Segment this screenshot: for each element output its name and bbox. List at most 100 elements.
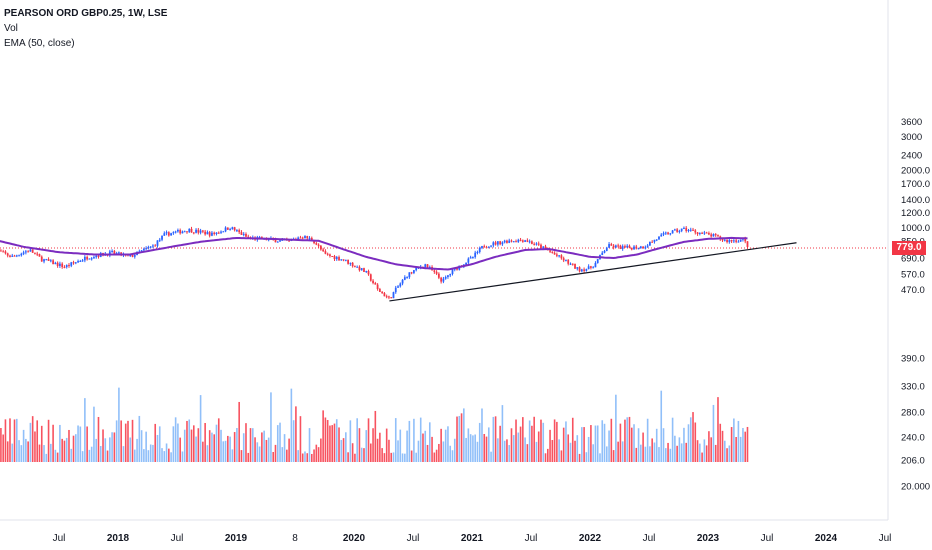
legend-ema[interactable]: EMA (50, close)	[4, 38, 75, 49]
volume-bar	[714, 444, 717, 462]
volume-bar	[195, 436, 197, 462]
volume-bar	[406, 430, 408, 462]
candle-body	[560, 255, 563, 259]
candle-body	[517, 239, 520, 242]
volume-bar	[45, 453, 48, 462]
candle-body	[433, 270, 436, 272]
candle-body	[662, 233, 665, 235]
candle-body	[714, 234, 717, 236]
candle-body	[444, 276, 447, 279]
candle-body	[608, 244, 610, 248]
time-tick-label: 2023	[697, 533, 720, 544]
volume-bar	[351, 443, 354, 462]
candle-body	[324, 251, 327, 254]
candle-body	[512, 241, 515, 243]
volume-bar	[628, 416, 631, 462]
volume-bar	[276, 425, 279, 462]
candles	[0, 226, 749, 300]
candle-body	[678, 230, 681, 232]
candle-body	[224, 227, 227, 232]
candle-body	[354, 266, 356, 268]
volume-bar	[199, 395, 202, 462]
volume-bar	[512, 435, 515, 462]
candle-body	[392, 292, 395, 299]
candle-body	[31, 249, 34, 253]
time-tick-label: 2022	[579, 533, 602, 544]
volume-bar	[497, 438, 499, 462]
volume-bar	[385, 428, 388, 462]
volume-bar	[474, 434, 476, 462]
candle-body	[646, 245, 649, 247]
price-tick-label: 1700.0	[901, 179, 930, 190]
candle-body	[744, 238, 747, 242]
candle-body	[349, 262, 352, 264]
candle-body	[469, 257, 472, 259]
candle-body	[385, 296, 388, 298]
volume-bar	[608, 430, 610, 462]
candle-body	[199, 230, 202, 233]
volume-bar	[674, 435, 676, 462]
volume-bar	[574, 440, 576, 462]
volume-bar	[683, 427, 685, 462]
volume-bar	[68, 429, 70, 462]
candle-body	[9, 255, 11, 257]
candle-body	[6, 253, 9, 256]
candle-body	[671, 230, 674, 234]
candle-body	[496, 241, 499, 245]
volume-bar	[109, 437, 111, 462]
volume-bar	[90, 446, 93, 462]
volume-bar	[644, 446, 647, 462]
volume-bar	[29, 422, 32, 462]
volume-bar	[581, 427, 583, 462]
trend-line[interactable]	[389, 242, 797, 302]
candle-body	[65, 265, 68, 268]
volume-bar	[227, 435, 229, 462]
price-tick-label: 390.0	[901, 354, 925, 365]
volume-bar	[710, 437, 712, 462]
candle-body	[506, 240, 508, 243]
candle-body	[605, 247, 608, 251]
volume-bar	[699, 443, 701, 462]
candle-body	[528, 241, 531, 243]
candle-body	[222, 231, 225, 233]
volume-bar	[508, 445, 511, 462]
volume-bar	[637, 428, 640, 462]
volume-bar	[342, 438, 345, 462]
price-tick-label: 470.0	[901, 285, 925, 296]
candle-body	[163, 233, 166, 236]
time-axis[interactable]: Jul 2018 Jul 2019 8 2020 Jul 2021 Jul 2022 Jul 2023…	[53, 533, 892, 544]
volume-bar	[503, 440, 506, 462]
volume-bar	[283, 434, 286, 462]
volume-bar	[708, 431, 710, 462]
volume-bar	[349, 420, 352, 462]
volume-bar	[124, 423, 127, 462]
volume-bar	[120, 420, 122, 462]
legend-symbol[interactable]: PEARSON ORD GBP0.25, 1W, LSE	[4, 8, 168, 19]
volume-bar	[79, 426, 82, 462]
candle-body	[732, 240, 735, 242]
volume-bar	[233, 432, 236, 462]
volume-bar	[506, 439, 508, 462]
candle-body	[494, 242, 497, 245]
volume-bar	[621, 441, 624, 462]
volume-bar	[490, 451, 492, 462]
volume-bar	[279, 422, 281, 462]
price-axis[interactable]: 3600 3000 2400 2000.0 1700.0 1400.0 1200.0 1000…	[901, 117, 930, 492]
candle-body	[158, 239, 161, 241]
candle-body	[594, 262, 597, 268]
volume-bar	[726, 448, 728, 462]
volume-bar	[179, 437, 181, 462]
candle-body	[524, 240, 526, 242]
volume-bar	[583, 427, 585, 462]
volume-bar	[453, 438, 456, 462]
volume-bar	[687, 424, 690, 462]
candle-body	[614, 245, 617, 248]
legend-volume[interactable]: Vol	[4, 23, 18, 34]
volume-bar	[333, 423, 336, 462]
candle-body	[735, 240, 738, 242]
volume-bar	[154, 423, 157, 462]
volume-bar	[612, 450, 615, 462]
candle-body	[626, 245, 629, 248]
candle-body	[531, 241, 533, 244]
